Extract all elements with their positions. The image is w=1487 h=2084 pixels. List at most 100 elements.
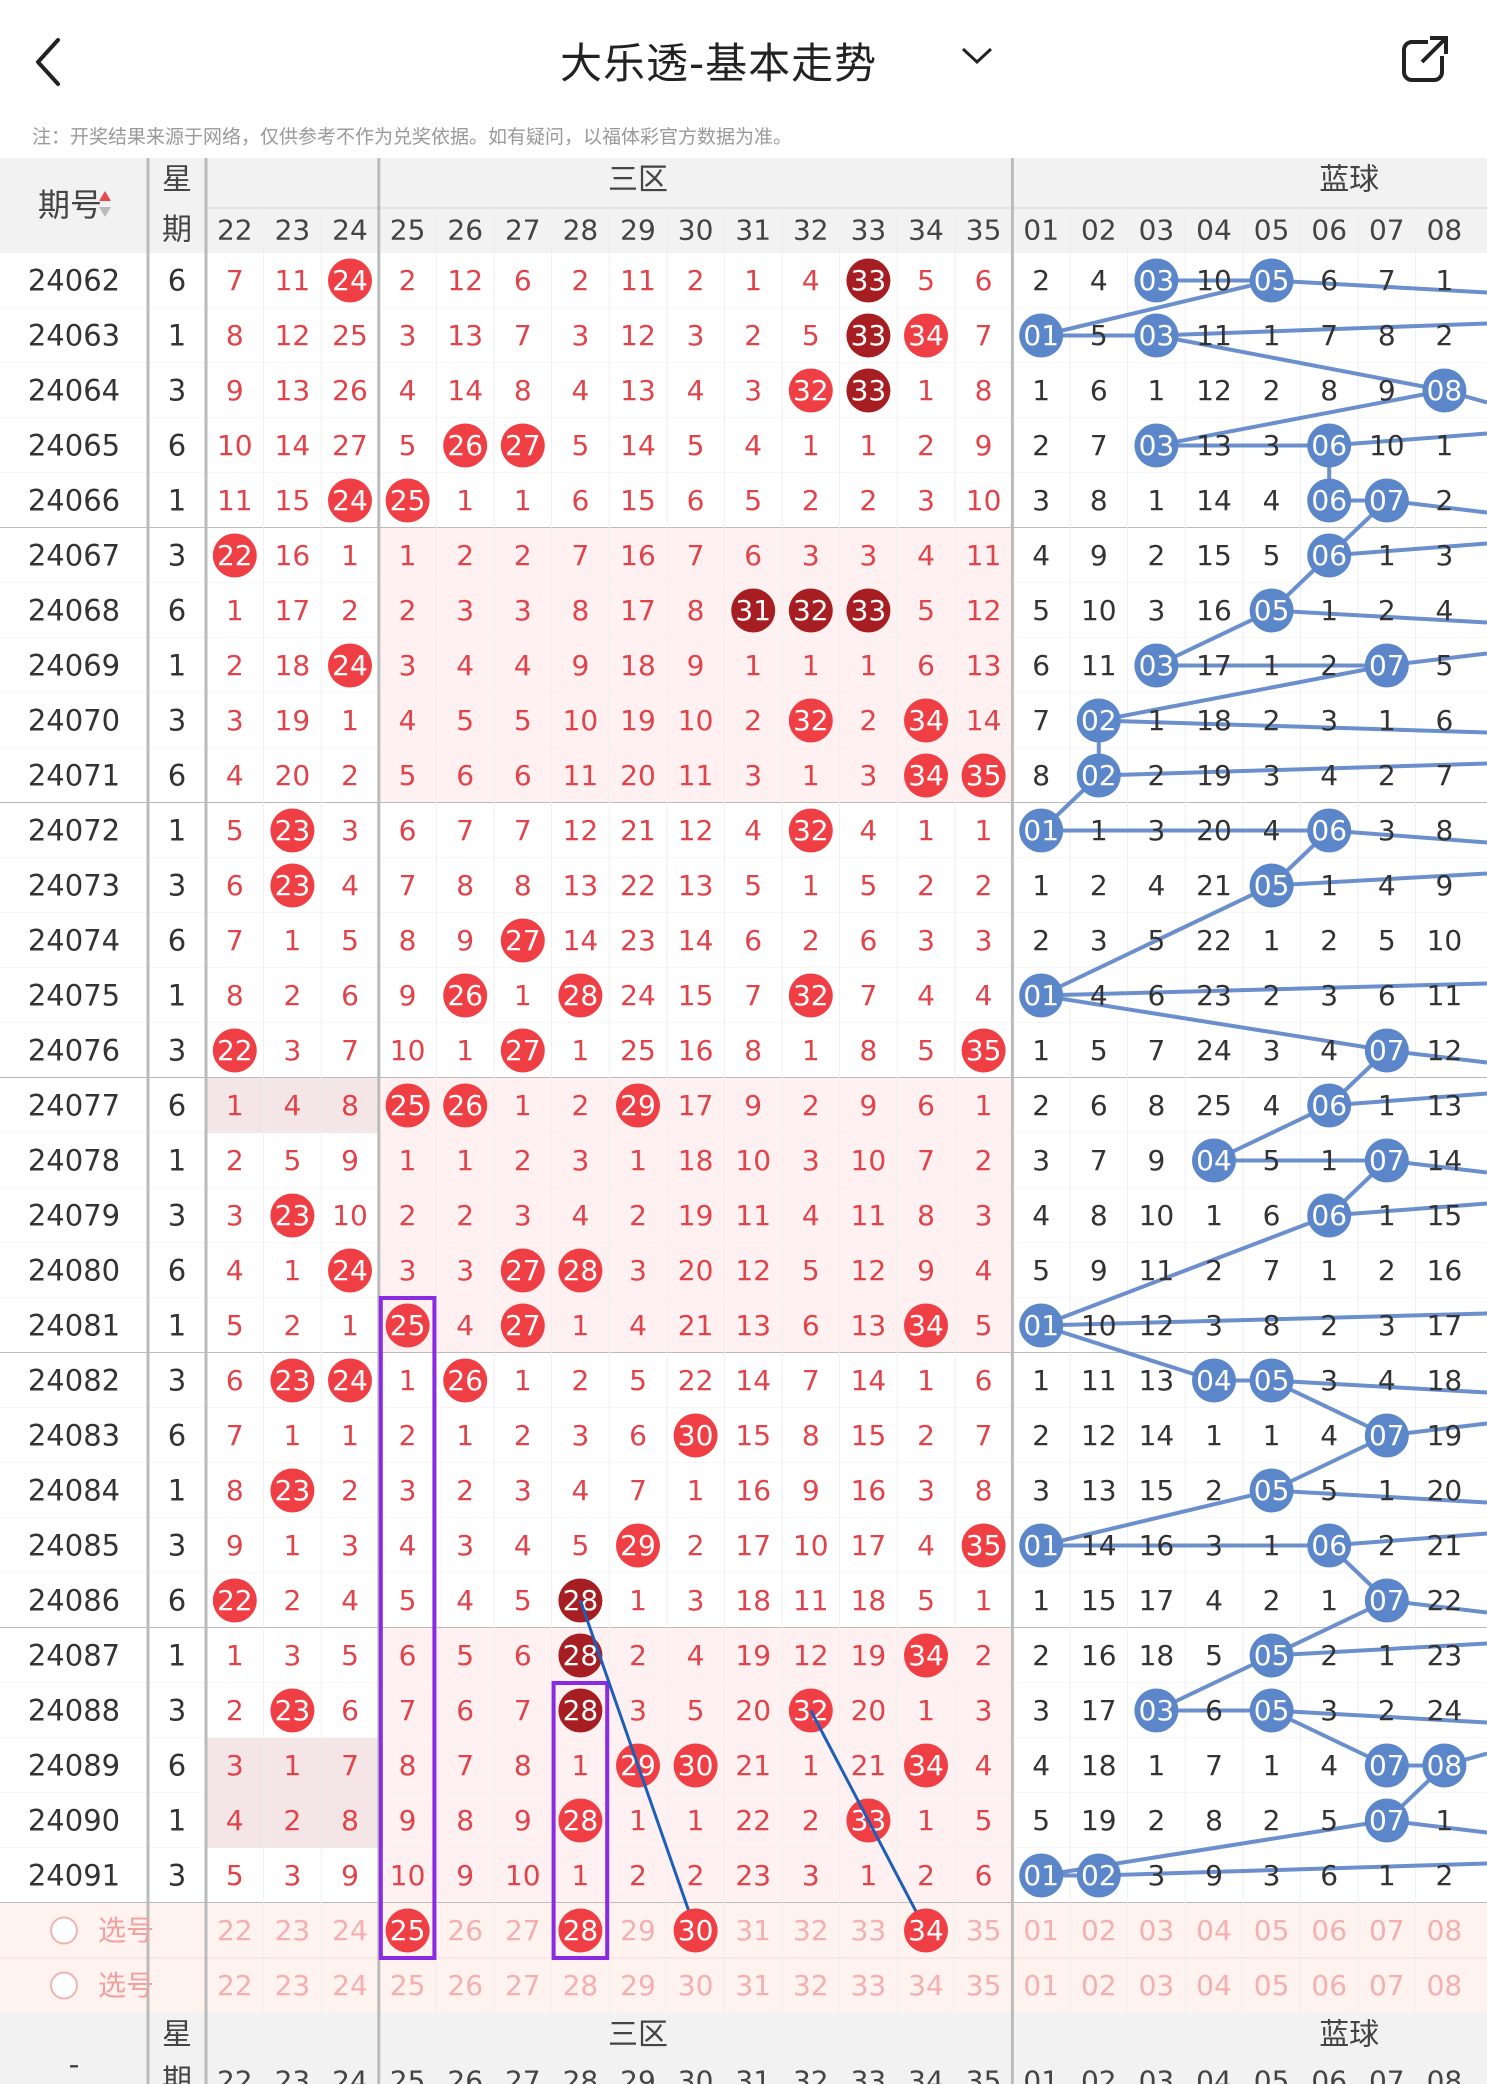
miss-count: 9 xyxy=(744,1089,762,1122)
miss-count: 7 xyxy=(917,1144,935,1177)
column-header: 03 xyxy=(1139,2065,1175,2084)
sort-icon[interactable] xyxy=(99,191,111,217)
select-radio[interactable] xyxy=(50,1916,78,1945)
select-number[interactable]: 34 xyxy=(908,1969,944,2002)
miss-count: 27 xyxy=(332,429,368,462)
miss-count: 8 xyxy=(1435,814,1453,847)
ball: 01 xyxy=(1019,313,1064,358)
miss-count: 18 xyxy=(851,1584,887,1617)
week-cell: 1 xyxy=(168,319,186,353)
select-number[interactable]: 01 xyxy=(1023,1914,1059,1947)
back-arrow-icon[interactable] xyxy=(30,34,70,90)
select-number[interactable]: 29 xyxy=(620,1969,656,2002)
miss-count: 2 xyxy=(1263,979,1281,1012)
share-icon[interactable] xyxy=(1400,34,1450,84)
select-number[interactable]: 04 xyxy=(1196,1969,1232,2002)
select-number[interactable]: 24 xyxy=(332,1914,368,1947)
miss-count: 2 xyxy=(571,1364,589,1397)
miss-count: 4 xyxy=(226,1254,244,1287)
ball: 27 xyxy=(500,1028,545,1073)
select-number[interactable]: 05 xyxy=(1254,1914,1290,1947)
column-header: 33 xyxy=(851,214,887,247)
select-number[interactable]: 26 xyxy=(447,1914,483,1947)
select-number[interactable]: 25 xyxy=(390,1969,426,2002)
miss-count: 10 xyxy=(793,1529,829,1562)
miss-count: 1 xyxy=(802,759,820,792)
select-number[interactable]: 06 xyxy=(1311,1969,1347,2002)
ball: 07 xyxy=(1364,643,1409,688)
ball[interactable]: 25 xyxy=(385,1908,430,1953)
miss-count: 3 xyxy=(226,1749,244,1782)
select-number[interactable]: 35 xyxy=(966,1969,1002,2002)
miss-count: 1 xyxy=(1378,1859,1396,1892)
select-number[interactable]: 23 xyxy=(275,1914,311,1947)
trend-line xyxy=(578,1600,698,1931)
period-header[interactable]: 期号 xyxy=(38,186,102,224)
select-number[interactable]: 31 xyxy=(735,1914,771,1947)
ball: 31 xyxy=(731,588,776,633)
svg-text:05: 05 xyxy=(1254,594,1290,627)
ball: 27 xyxy=(500,918,545,963)
select-number[interactable]: 33 xyxy=(851,1914,887,1947)
select-label[interactable]: 选号 xyxy=(98,1969,154,2002)
page-title[interactable]: 大乐透-基本走势 xyxy=(560,39,878,88)
select-number[interactable]: 08 xyxy=(1427,1914,1463,1947)
svg-text:33: 33 xyxy=(851,264,887,297)
miss-count: 10 xyxy=(1369,429,1405,462)
select-number[interactable]: 29 xyxy=(620,1914,656,1947)
miss-count: 18 xyxy=(1196,704,1232,737)
select-number[interactable]: 03 xyxy=(1139,1914,1175,1947)
miss-count: 2 xyxy=(802,484,820,517)
select-number[interactable]: 27 xyxy=(505,1969,541,2002)
miss-count: 2 xyxy=(283,1309,301,1342)
miss-count: 4 xyxy=(456,1309,474,1342)
column-header: 35 xyxy=(966,2065,1002,2084)
select-number[interactable]: 28 xyxy=(563,1969,599,2002)
column-header: 33 xyxy=(851,2065,887,2084)
miss-count: 1 xyxy=(1320,1584,1338,1617)
select-number[interactable]: 07 xyxy=(1369,1969,1405,2002)
select-number[interactable]: 23 xyxy=(275,1969,311,2002)
period-cell: 24086 xyxy=(28,1584,120,1618)
select-number[interactable]: 26 xyxy=(447,1969,483,2002)
select-number[interactable]: 22 xyxy=(217,1914,253,1947)
column-header: 08 xyxy=(1427,2065,1463,2084)
ball[interactable]: 28 xyxy=(558,1908,603,1953)
ball[interactable]: 30 xyxy=(673,1908,718,1953)
miss-count: 4 xyxy=(1378,869,1396,902)
miss-count: 8 xyxy=(1147,1089,1165,1122)
select-number[interactable]: 24 xyxy=(332,1969,368,2002)
miss-count: 23 xyxy=(620,924,656,957)
svg-text:26: 26 xyxy=(447,979,483,1012)
select-radio[interactable] xyxy=(50,1971,78,2000)
column-header: 07 xyxy=(1369,214,1405,247)
miss-count: 19 xyxy=(1427,1419,1463,1452)
select-number[interactable]: 04 xyxy=(1196,1914,1232,1947)
chevron-down-icon[interactable] xyxy=(960,46,994,66)
select-number[interactable]: 33 xyxy=(851,1969,887,2002)
select-number[interactable]: 08 xyxy=(1427,1969,1463,2002)
select-number[interactable]: 32 xyxy=(793,1914,829,1947)
miss-count: 2 xyxy=(975,1639,993,1672)
select-number[interactable]: 02 xyxy=(1081,1969,1117,2002)
miss-count: 7 xyxy=(399,869,417,902)
select-number[interactable]: 05 xyxy=(1254,1969,1290,2002)
ball: 07 xyxy=(1364,1028,1409,1073)
miss-count: 3 xyxy=(975,924,993,957)
select-number[interactable]: 07 xyxy=(1369,1914,1405,1947)
miss-count: 5 xyxy=(1205,1639,1223,1672)
select-label[interactable]: 选号 xyxy=(98,1914,154,1947)
select-number[interactable]: 22 xyxy=(217,1969,253,2002)
select-number[interactable]: 32 xyxy=(793,1969,829,2002)
select-number[interactable]: 02 xyxy=(1081,1914,1117,1947)
select-number[interactable]: 06 xyxy=(1311,1914,1347,1947)
select-number[interactable]: 35 xyxy=(966,1914,1002,1947)
select-number[interactable]: 30 xyxy=(678,1969,714,2002)
week-cell: 3 xyxy=(168,374,186,408)
select-number[interactable]: 03 xyxy=(1139,1969,1175,2002)
select-number[interactable]: 01 xyxy=(1023,1969,1059,2002)
select-number[interactable]: 27 xyxy=(505,1914,541,1947)
select-number[interactable]: 31 xyxy=(735,1969,771,2002)
ball[interactable]: 34 xyxy=(904,1908,948,1953)
miss-count: 3 xyxy=(1147,814,1165,847)
